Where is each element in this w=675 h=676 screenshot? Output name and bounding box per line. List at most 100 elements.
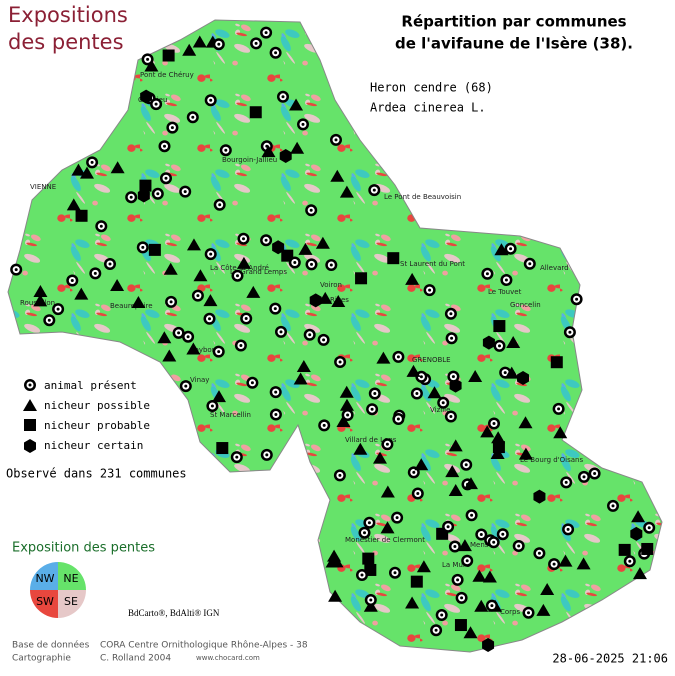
marker-dot — [301, 122, 305, 126]
marker-dot — [154, 102, 158, 106]
marker-dot — [141, 245, 145, 249]
marker-possible — [506, 336, 521, 349]
marker-dot — [264, 31, 268, 35]
marker-dot — [568, 330, 572, 334]
quadrant: SW — [36, 595, 54, 608]
marker-present — [186, 111, 199, 124]
marker-possible — [457, 539, 472, 552]
marker-present — [500, 274, 513, 286]
marker-present — [410, 387, 423, 400]
marker-dot — [196, 294, 200, 298]
marker-dot — [492, 422, 496, 425]
marker-present — [86, 156, 99, 169]
marker-present — [460, 458, 473, 471]
marker-dot — [416, 492, 420, 495]
marker-possible — [236, 256, 251, 269]
subtitle: de l'avifaune de l'Isère (38). — [395, 35, 633, 53]
marker-dot — [169, 300, 173, 304]
marker-dot — [393, 571, 397, 575]
marker-present — [570, 293, 583, 306]
marker-present — [297, 118, 309, 131]
marker-possible — [540, 582, 555, 595]
marker-dot — [485, 272, 489, 276]
marker-present — [366, 403, 379, 416]
marker-possible — [318, 291, 333, 304]
marker-dot — [527, 611, 530, 615]
marker-present — [435, 609, 448, 621]
place-label: St Marcellin — [210, 411, 251, 419]
marker-present — [607, 499, 619, 512]
marker-dot — [293, 261, 297, 264]
marker-dot — [56, 307, 60, 311]
marker-present — [269, 386, 282, 399]
marker-present — [333, 469, 346, 482]
marker-present — [204, 94, 217, 107]
marker-dot — [281, 95, 285, 99]
marker-present — [125, 191, 138, 204]
title-bg — [0, 0, 140, 58]
marker-possible — [203, 294, 218, 307]
marker-present — [212, 38, 225, 51]
marker-possible — [110, 161, 125, 174]
marker-certain — [482, 637, 495, 652]
marker-dot — [184, 384, 188, 388]
marker-present — [260, 26, 273, 39]
marker-dot — [498, 344, 501, 348]
marker-dot — [274, 390, 278, 394]
marker-possible — [296, 359, 311, 372]
slope-rose: NW NE SW SE — [30, 562, 86, 618]
marker-dot — [412, 470, 416, 474]
marker-dot — [99, 224, 103, 228]
marker-present — [158, 140, 171, 153]
marker-probable — [362, 552, 375, 565]
marker-present — [437, 396, 450, 409]
marker-certain — [140, 89, 153, 104]
marker-dot — [254, 41, 258, 45]
marker-possible — [405, 596, 420, 609]
marker-possible — [490, 446, 505, 459]
marker-present — [442, 520, 455, 533]
place-label: La Mure — [442, 561, 470, 569]
marker-present — [504, 242, 517, 255]
marker-present — [552, 402, 565, 415]
marker-possible — [405, 272, 420, 285]
marker-dot — [183, 190, 187, 194]
marker-present — [104, 258, 116, 270]
marker-dot — [449, 312, 453, 316]
marker-dot — [209, 98, 213, 102]
marker-present — [364, 594, 377, 606]
marker-present — [562, 523, 575, 536]
marker-possible — [327, 549, 342, 562]
marker-possible — [504, 366, 519, 379]
marker-possible — [289, 98, 304, 111]
marker-possible — [315, 236, 330, 249]
marker-possible — [261, 145, 276, 158]
marker-dot — [224, 148, 228, 152]
marker-present — [522, 606, 535, 619]
marker-possible — [463, 626, 478, 639]
marker-dot — [501, 532, 505, 536]
marker-dot — [360, 573, 364, 577]
marker-possible — [186, 238, 201, 251]
legend-label: nicheur possible — [44, 399, 150, 412]
marker-present — [488, 417, 500, 430]
marker-dot — [373, 392, 377, 395]
marker-present — [191, 289, 204, 302]
carto-label: Cartographie — [12, 654, 71, 664]
marker-possible — [353, 442, 368, 455]
marker-dot — [503, 371, 507, 375]
marker-dot — [479, 533, 483, 536]
marker-possible — [186, 342, 201, 355]
marker-present — [204, 248, 217, 261]
marker-certain — [482, 335, 495, 350]
species-latin: Ardea cinerea L. — [370, 101, 486, 115]
marker-present — [358, 526, 371, 539]
marker-possible — [330, 169, 345, 182]
marker-present — [512, 540, 525, 552]
marker-dot — [395, 516, 399, 520]
marker-present — [451, 573, 464, 586]
marker-dot — [611, 504, 615, 508]
marker-dot — [369, 598, 373, 602]
marker-present — [548, 558, 561, 571]
marker-possible — [536, 603, 551, 616]
